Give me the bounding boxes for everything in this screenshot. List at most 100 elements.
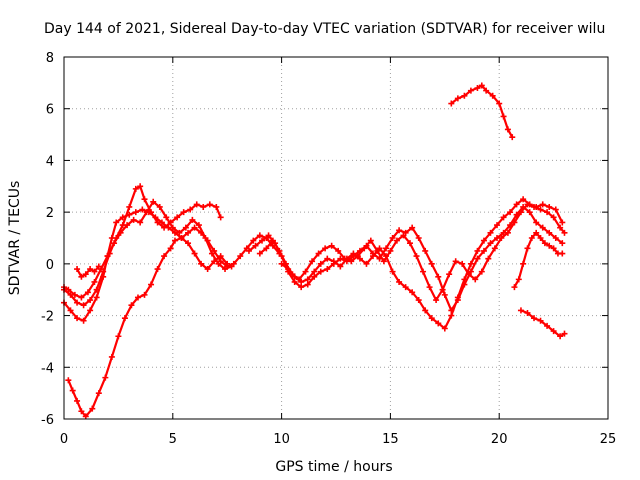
data-point [93,294,100,301]
data-point [202,235,209,241]
data-point [74,299,81,306]
data-point [180,209,187,216]
data-point [195,222,202,229]
data-point [65,377,72,384]
data-point [291,278,298,285]
data-point [137,219,144,226]
data-point [141,291,148,298]
data-point [472,276,479,283]
data-point [533,203,540,210]
data-point [546,229,553,236]
data-point [396,278,403,285]
data-point [265,232,272,239]
data-point [139,206,146,213]
data-point [550,245,557,252]
data-point [182,224,189,231]
data-point [95,390,102,397]
data-point [541,240,548,247]
series-trace-3 [61,198,235,301]
data-point [526,209,533,216]
data-point [396,227,403,234]
data-point [117,229,124,236]
series-trace-6 [245,203,566,314]
data-point [504,229,511,236]
data-point [91,268,98,275]
data-point [132,209,139,216]
data-point [533,229,540,236]
data-point [250,237,257,244]
series-trace-4 [74,263,102,280]
data-point [531,315,538,322]
data-point [191,250,198,257]
data-point [95,263,102,270]
data-point [178,235,185,241]
data-point [511,284,518,291]
data-point [517,209,524,216]
data-point [428,315,435,322]
data-point [185,240,192,247]
data-point [82,413,89,420]
data-point [369,253,376,260]
series-trace-10 [511,229,566,291]
y-tick-label: 6 [46,103,54,118]
data-point [324,255,331,262]
data-point [93,286,100,293]
data-point [435,273,442,280]
data-point [389,268,396,275]
data-point [552,206,559,213]
data-point [539,201,546,208]
data-point [441,291,448,298]
data-point [111,240,118,247]
x-tick-label: 0 [60,432,68,447]
data-point [454,95,461,102]
data-point [415,235,422,241]
series-trace-11 [517,307,568,340]
data-point [546,203,553,210]
data-point [511,219,518,226]
x-tick-label: 10 [273,432,290,447]
data-point [132,185,139,192]
data-point [154,266,161,273]
data-point [361,245,368,252]
data-point [198,260,205,267]
data-point [148,281,155,288]
chart-title: Day 144 of 2021, Sidereal Day-to-day VTE… [44,21,605,37]
data-point [143,209,150,216]
data-point [171,237,178,244]
data-point [515,276,522,283]
data-point [124,222,131,229]
data-point [350,250,357,257]
data-point [276,247,283,254]
data-point [428,260,435,267]
data-point [78,408,85,415]
data-point [317,260,324,267]
data-point [454,294,461,301]
x-tick-label: 25 [600,432,617,447]
data-point [324,266,331,273]
data-point [524,245,531,252]
data-point [478,82,485,89]
series-trace-8 [278,196,566,332]
data-point [544,209,551,216]
data-point [420,268,427,275]
data-point [187,206,194,213]
data-point [74,266,81,273]
data-point [537,235,544,241]
data-point [393,237,400,244]
data-point [500,113,507,120]
data-point [91,278,98,285]
data-point [433,297,440,304]
data-point [504,126,511,133]
data-point [524,309,531,316]
data-point [78,273,85,280]
data-point [509,134,516,141]
data-point [126,203,133,210]
plot-frame [63,56,609,420]
data-point [176,229,183,236]
data-point [544,322,551,329]
data-point [520,260,527,267]
data-point [228,263,235,270]
data-point [467,260,474,267]
data-point [328,242,335,249]
data-point [507,209,514,216]
